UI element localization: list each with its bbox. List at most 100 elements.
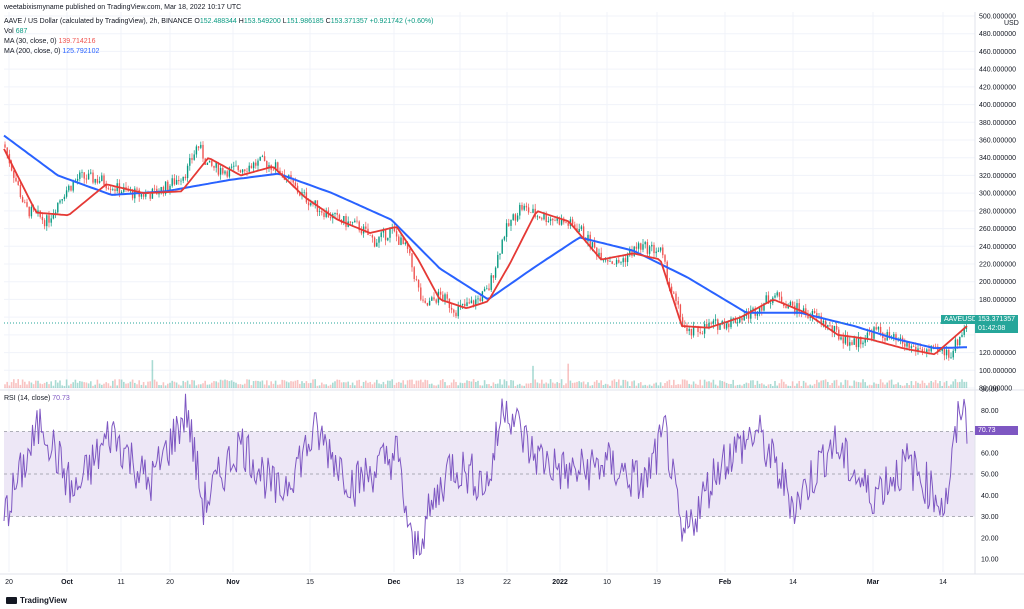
- candle-body: [607, 259, 609, 262]
- candle-body: [334, 212, 336, 214]
- tradingview-logo[interactable]: TradingView: [6, 596, 67, 605]
- volume-bar: [90, 381, 92, 388]
- candle-body: [635, 246, 638, 249]
- volume-bar: [327, 385, 330, 388]
- volume-bar: [866, 385, 869, 388]
- candle-body: [769, 302, 772, 304]
- volume-bar: [288, 382, 290, 388]
- volume-bar: [710, 382, 712, 388]
- candle-body: [615, 259, 618, 265]
- volume-bar: [123, 381, 125, 388]
- rsi-legend[interactable]: RSI (14, close) 70.73: [4, 394, 70, 403]
- volume-bar: [450, 382, 453, 388]
- ma30-legend[interactable]: MA (30, close, 0) 139.714216: [4, 37, 95, 46]
- candle-body: [668, 281, 671, 287]
- volume-bar: [61, 385, 63, 388]
- candle-body: [853, 338, 855, 345]
- time-tick-label: Dec: [388, 579, 401, 586]
- volume-bar: [81, 381, 83, 388]
- volume-bar: [180, 385, 182, 388]
- volume-bar: [514, 385, 517, 388]
- volume-bar: [248, 379, 250, 388]
- volume-bar: [158, 384, 160, 388]
- candle-body: [193, 154, 195, 160]
- candle-body: [690, 328, 693, 336]
- candle-body: [389, 228, 391, 238]
- candle-body: [552, 218, 554, 221]
- candle-body: [239, 170, 242, 173]
- candle-body: [906, 342, 908, 347]
- volume-bar: [585, 384, 587, 388]
- volume-bar: [745, 382, 748, 388]
- volume-bar: [530, 382, 532, 388]
- volume-bar: [244, 383, 246, 388]
- volume-bar: [92, 385, 94, 388]
- rsi-line: [3, 393, 968, 560]
- candle-body: [763, 303, 765, 311]
- volume-legend[interactable]: Vol 687: [4, 27, 27, 36]
- candle-body: [433, 297, 435, 300]
- ma200-legend[interactable]: MA (200, close, 0) 125.792102: [4, 47, 99, 56]
- volume-bar: [107, 383, 110, 388]
- volume-bar: [268, 385, 270, 388]
- volume-bar: [723, 381, 726, 388]
- volume-bar: [954, 379, 957, 388]
- volume-bar: [191, 379, 193, 388]
- candle-body: [560, 218, 563, 225]
- volume-bar: [98, 383, 101, 388]
- volume-bar: [129, 381, 132, 388]
- volume-bar: [644, 384, 646, 388]
- volume-bar: [794, 385, 796, 388]
- price-tick-label: 240.000000: [979, 244, 1016, 251]
- candle-body: [505, 223, 508, 237]
- candle-body: [248, 165, 250, 172]
- volume-bar: [230, 380, 233, 388]
- volume-bar: [384, 384, 387, 388]
- time-tick-label: 19: [653, 579, 661, 586]
- volume-bar: [52, 385, 55, 388]
- candle-body: [499, 253, 501, 255]
- candle-body: [888, 332, 891, 338]
- volume-bar: [679, 384, 682, 388]
- volume-bar: [325, 384, 327, 388]
- candle-body: [578, 229, 580, 232]
- volume-bar: [563, 385, 565, 388]
- volume-bar: [813, 383, 816, 388]
- volume-bar: [417, 380, 420, 388]
- candle-body: [893, 334, 895, 337]
- candle-body: [48, 215, 50, 223]
- candle-body: [930, 345, 932, 352]
- candle-body: [835, 325, 838, 330]
- candle-body: [142, 194, 145, 197]
- candle-body: [547, 220, 550, 223]
- candle-body: [420, 287, 422, 300]
- volume-bar: [802, 380, 805, 388]
- volume-bar: [413, 384, 415, 388]
- volume-bar: [120, 379, 123, 388]
- candle-body: [395, 231, 398, 237]
- volume-bar: [534, 379, 536, 388]
- volume-bar: [840, 382, 842, 388]
- candle-body: [21, 197, 24, 203]
- volume-bar: [116, 385, 118, 388]
- candle-body: [921, 349, 924, 353]
- volume-bar: [549, 379, 552, 388]
- candle-body: [472, 300, 475, 307]
- volume-bar: [963, 381, 965, 388]
- volume-bar: [400, 382, 402, 388]
- volume-bar: [222, 380, 224, 388]
- volume-bar: [283, 380, 286, 388]
- candle-body: [747, 311, 750, 319]
- candle-body: [208, 160, 211, 163]
- volume-bar: [68, 385, 70, 388]
- candle-body: [950, 357, 952, 358]
- candle-body: [677, 301, 679, 305]
- volume-bar: [345, 382, 347, 388]
- candle-body: [398, 236, 400, 245]
- symbol-title[interactable]: AAVE / US Dollar (calculated by TradingV…: [4, 18, 193, 25]
- candle-body: [136, 188, 138, 190]
- volume-bar: [329, 384, 332, 388]
- volume-bar: [30, 382, 33, 388]
- candle-body: [259, 156, 261, 161]
